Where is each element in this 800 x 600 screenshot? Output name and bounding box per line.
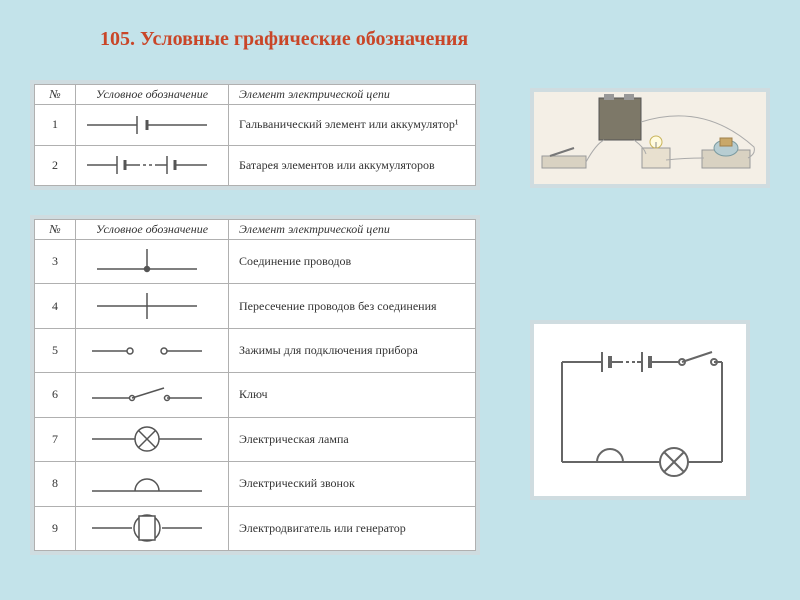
- circuit-photo: [530, 88, 770, 188]
- table-row: 2 Батарея элементов или аккумуляторов: [35, 145, 476, 186]
- table-row: 7 Электрическая лампа: [35, 417, 476, 461]
- circuit-schematic: [530, 320, 750, 500]
- row-number: 5: [35, 328, 76, 372]
- row-description: Электродвигатель или генератор: [229, 506, 476, 550]
- col-num-header: №: [35, 85, 76, 105]
- table-row: 4 Пересечение проводов без соединения: [35, 284, 476, 328]
- row-number: 6: [35, 373, 76, 417]
- table-row: 9 Электродвигатель или генератор: [35, 506, 476, 550]
- row-description: Гальванический элемент или аккумулятор¹: [229, 105, 476, 146]
- symbols-table-1: № Условное обозначение Элемент электриче…: [30, 80, 480, 190]
- row-description: Ключ: [229, 373, 476, 417]
- col-elem-header: Элемент электрической цепи: [229, 85, 476, 105]
- table-row: 3 Соединение проводов: [35, 240, 476, 284]
- row-description: Электрическая лампа: [229, 417, 476, 461]
- row-number: 2: [35, 145, 76, 186]
- bell-symbol-icon: [76, 462, 229, 506]
- crossover-symbol-icon: [76, 284, 229, 328]
- row-description: Электрический звонок: [229, 462, 476, 506]
- switch-symbol-icon: [76, 373, 229, 417]
- table-row: 8 Электрический звонок: [35, 462, 476, 506]
- row-description: Батарея элементов или аккумуляторов: [229, 145, 476, 186]
- row-description: Зажимы для подключения прибора: [229, 328, 476, 372]
- cell-symbol-icon: [76, 105, 229, 146]
- row-number: 8: [35, 462, 76, 506]
- table-row: 1 Гальванический элемент или аккумулятор¹: [35, 105, 476, 146]
- col-symbol-header: Условное обозначение: [76, 220, 229, 240]
- col-num-header: №: [35, 220, 76, 240]
- row-number: 9: [35, 506, 76, 550]
- row-description: Соединение проводов: [229, 240, 476, 284]
- motor-symbol-icon: [76, 506, 229, 550]
- lamp-symbol-icon: [76, 417, 229, 461]
- page-title: 105. Условные графические обозначения: [100, 28, 468, 51]
- terminals-symbol-icon: [76, 328, 229, 372]
- row-number: 1: [35, 105, 76, 146]
- row-description: Пересечение проводов без соединения: [229, 284, 476, 328]
- row-number: 4: [35, 284, 76, 328]
- symbols-table-2: № Условное обозначение Элемент электриче…: [30, 215, 480, 555]
- table-row: 5 Зажимы для подключения прибора: [35, 328, 476, 372]
- table-row: 6 Ключ: [35, 373, 476, 417]
- col-symbol-header: Условное обозначение: [76, 85, 229, 105]
- col-elem-header: Элемент электрической цепи: [229, 220, 476, 240]
- row-number: 7: [35, 417, 76, 461]
- row-number: 3: [35, 240, 76, 284]
- battery-symbol-icon: [76, 145, 229, 186]
- junction-symbol-icon: [76, 240, 229, 284]
